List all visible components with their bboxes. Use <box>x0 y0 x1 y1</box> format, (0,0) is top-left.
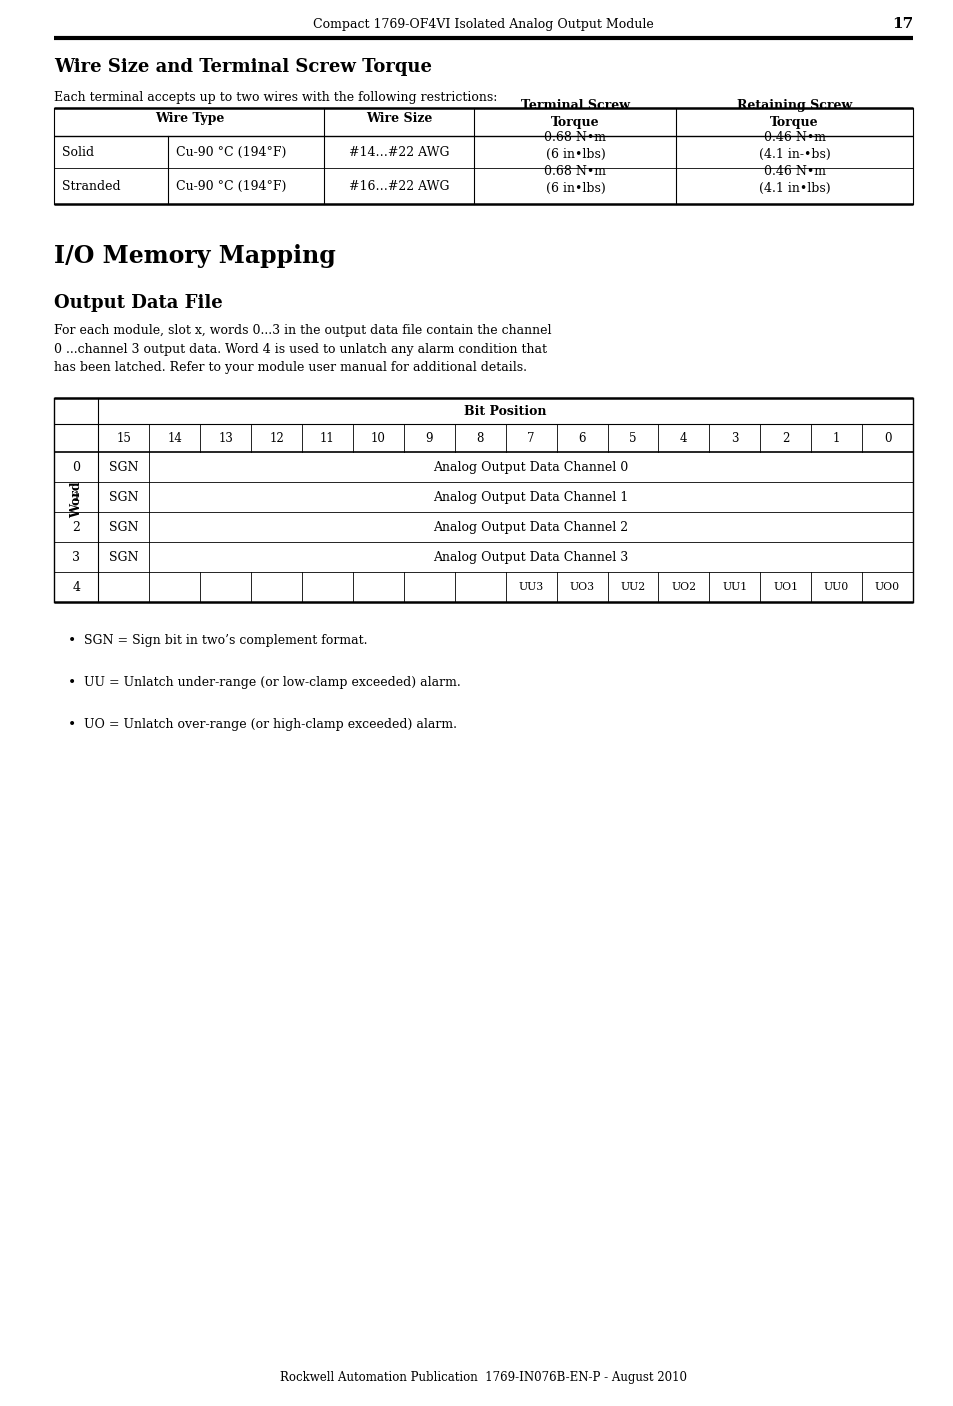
Text: Retaining Screw
Torque: Retaining Screw Torque <box>737 98 851 129</box>
Text: UO1: UO1 <box>772 582 798 592</box>
Text: #16…#22 AWG: #16…#22 AWG <box>349 180 449 193</box>
Text: Stranded: Stranded <box>62 180 121 193</box>
Text: SGN = Sign bit in two’s complement format.: SGN = Sign bit in two’s complement forma… <box>84 634 368 647</box>
Text: SGN: SGN <box>109 520 138 533</box>
Text: UO0: UO0 <box>874 582 899 592</box>
Text: UO2: UO2 <box>671 582 696 592</box>
Text: 6: 6 <box>578 432 585 444</box>
Text: 12: 12 <box>269 432 284 444</box>
Text: •: • <box>69 718 76 733</box>
Text: UO = Unlatch over-range (or high-clamp exceeded) alarm.: UO = Unlatch over-range (or high-clamp e… <box>84 718 456 731</box>
Text: 5: 5 <box>629 432 636 444</box>
Text: 1: 1 <box>832 432 840 444</box>
Text: 11: 11 <box>320 432 335 444</box>
Text: 0.46 N•m
(4.1 in•lbs): 0.46 N•m (4.1 in•lbs) <box>758 165 830 195</box>
Text: 10: 10 <box>371 432 385 444</box>
Text: #14…#22 AWG: #14…#22 AWG <box>349 145 449 159</box>
Text: •: • <box>69 676 76 690</box>
Text: 0.68 N•m
(6 in•lbs): 0.68 N•m (6 in•lbs) <box>544 131 606 162</box>
Text: 0: 0 <box>882 432 890 444</box>
Text: UU2: UU2 <box>619 582 645 592</box>
Text: 0: 0 <box>72 461 80 474</box>
Text: UU1: UU1 <box>721 582 746 592</box>
Text: 4: 4 <box>679 432 687 444</box>
Text: SGN: SGN <box>109 551 138 564</box>
Text: Compact 1769-OF4VI Isolated Analog Output Module: Compact 1769-OF4VI Isolated Analog Outpu… <box>313 17 654 31</box>
Text: UU3: UU3 <box>518 582 543 592</box>
Text: 3: 3 <box>730 432 738 444</box>
Text: Wire Type: Wire Type <box>154 111 224 125</box>
Text: 0.68 N•m
(6 in•lbs): 0.68 N•m (6 in•lbs) <box>544 165 606 195</box>
Text: Word: Word <box>70 482 83 519</box>
Text: SGN: SGN <box>109 491 138 503</box>
Text: 17: 17 <box>891 17 912 31</box>
Text: 8: 8 <box>476 432 483 444</box>
Text: 2: 2 <box>781 432 788 444</box>
Text: 13: 13 <box>218 432 233 444</box>
Text: 15: 15 <box>116 432 132 444</box>
Text: Analog Output Data Channel 0: Analog Output Data Channel 0 <box>433 461 628 474</box>
Text: Analog Output Data Channel 3: Analog Output Data Channel 3 <box>433 551 628 564</box>
Text: UU0: UU0 <box>823 582 848 592</box>
Text: Terminal Screw
Torque: Terminal Screw Torque <box>520 98 629 129</box>
Text: Wire Size: Wire Size <box>366 111 432 125</box>
Text: Bit Position: Bit Position <box>464 405 546 418</box>
Text: Wire Size and Terminal Screw Torque: Wire Size and Terminal Screw Torque <box>54 58 432 76</box>
Text: Each terminal accepts up to two wires with the following restrictions:: Each terminal accepts up to two wires wi… <box>54 91 497 104</box>
Text: 1: 1 <box>72 491 80 503</box>
Text: 9: 9 <box>425 432 433 444</box>
Text: Output Data File: Output Data File <box>54 294 223 312</box>
Text: 2: 2 <box>72 520 80 533</box>
Text: 3: 3 <box>72 551 80 564</box>
Text: 14: 14 <box>167 432 182 444</box>
Text: 0.46 N•m
(4.1 in-•bs): 0.46 N•m (4.1 in-•bs) <box>758 131 830 162</box>
Text: UO3: UO3 <box>569 582 594 592</box>
Text: UU = Unlatch under-range (or low-clamp exceeded) alarm.: UU = Unlatch under-range (or low-clamp e… <box>84 676 460 689</box>
Text: Cu-90 °C (194°F): Cu-90 °C (194°F) <box>176 180 287 193</box>
Text: I/O Memory Mapping: I/O Memory Mapping <box>54 245 335 269</box>
Text: Analog Output Data Channel 2: Analog Output Data Channel 2 <box>433 520 628 533</box>
Text: 4: 4 <box>72 581 80 593</box>
Text: Cu-90 °C (194°F): Cu-90 °C (194°F) <box>176 145 287 159</box>
Text: Analog Output Data Channel 1: Analog Output Data Channel 1 <box>433 491 628 503</box>
Text: •: • <box>69 634 76 648</box>
Text: For each module, slot x, words 0...3 in the output data file contain the channel: For each module, slot x, words 0...3 in … <box>54 323 551 374</box>
Text: Rockwell Automation Publication  1769-IN076B-EN-P - August 2010: Rockwell Automation Publication 1769-IN0… <box>280 1371 686 1385</box>
Text: Solid: Solid <box>62 145 94 159</box>
Text: SGN: SGN <box>109 461 138 474</box>
Text: 7: 7 <box>527 432 535 444</box>
